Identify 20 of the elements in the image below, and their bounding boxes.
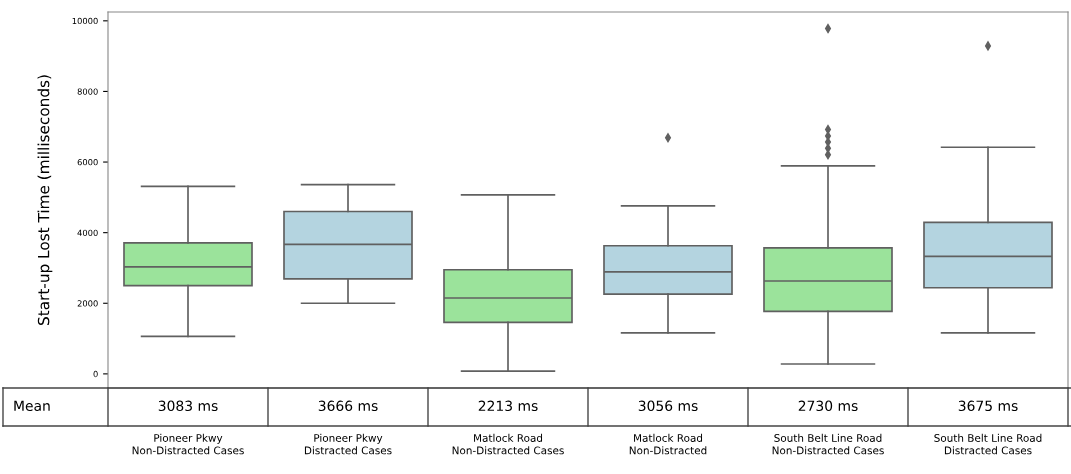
- text: 2730 ms: [798, 400, 858, 412]
- text: 3083 ms: [158, 400, 218, 412]
- text: 3056 ms: [638, 400, 698, 412]
- x-tick-label: Pioneer Pkwy Non-Distracted Cases: [132, 433, 244, 455]
- y-tick-label: 10000: [72, 17, 98, 25]
- y-axis-title: Start-up Lost Time (milliseconds): [37, 75, 53, 325]
- y-tick-label: 2000: [77, 300, 98, 307]
- y-tick-label: 6000: [77, 159, 98, 166]
- y-tick-label: 8000: [77, 88, 98, 95]
- text: 3666 ms: [318, 400, 378, 412]
- text: 2213 ms: [478, 400, 538, 412]
- y-tick-label: 4000: [77, 229, 98, 236]
- text: 3675 ms: [958, 400, 1018, 412]
- y-tick-label: 0: [93, 370, 98, 378]
- x-tick-label: Pioneer Pkwy Distracted Cases: [304, 433, 392, 455]
- x-tick-label: Matlock Road Non-Distracted: [629, 433, 707, 455]
- x-tick-label: South Belt Line Road Distracted Cases: [934, 433, 1042, 455]
- text: Mean: [14, 400, 50, 412]
- x-tick-label: South Belt Line Road Non-Distracted Cases: [772, 433, 884, 455]
- x-tick-label: Matlock Road Non-Distracted Cases: [452, 433, 564, 455]
